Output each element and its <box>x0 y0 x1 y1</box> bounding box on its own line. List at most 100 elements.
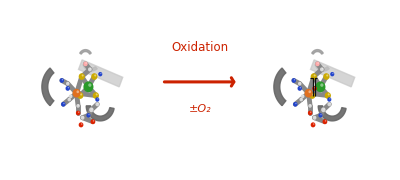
Circle shape <box>329 103 330 104</box>
Circle shape <box>86 113 90 118</box>
Circle shape <box>93 120 94 122</box>
Circle shape <box>97 103 98 104</box>
Circle shape <box>322 68 323 69</box>
Circle shape <box>317 62 319 64</box>
Circle shape <box>68 82 69 84</box>
Polygon shape <box>86 106 114 121</box>
Circle shape <box>294 79 295 80</box>
Circle shape <box>323 108 325 110</box>
Circle shape <box>332 73 334 74</box>
Circle shape <box>85 62 87 64</box>
Circle shape <box>314 74 316 76</box>
Circle shape <box>312 86 316 91</box>
Circle shape <box>71 95 72 96</box>
Circle shape <box>300 87 301 88</box>
Circle shape <box>312 93 314 96</box>
Polygon shape <box>274 68 286 106</box>
Circle shape <box>76 104 80 108</box>
Circle shape <box>60 78 64 83</box>
Circle shape <box>66 86 70 91</box>
Text: Oxidation: Oxidation <box>172 41 228 54</box>
Circle shape <box>308 90 311 93</box>
Polygon shape <box>315 64 329 71</box>
Circle shape <box>79 122 84 127</box>
Circle shape <box>312 116 316 120</box>
Circle shape <box>72 89 81 98</box>
Circle shape <box>94 74 96 76</box>
Circle shape <box>95 102 99 106</box>
Circle shape <box>310 111 312 113</box>
Circle shape <box>68 87 69 88</box>
Circle shape <box>84 81 94 92</box>
Circle shape <box>292 78 296 83</box>
Circle shape <box>88 114 90 115</box>
Circle shape <box>330 72 334 76</box>
Circle shape <box>82 116 84 118</box>
Circle shape <box>308 111 312 115</box>
Circle shape <box>79 73 85 80</box>
Polygon shape <box>80 50 91 54</box>
Circle shape <box>68 98 71 101</box>
Circle shape <box>66 82 70 85</box>
Circle shape <box>90 119 95 124</box>
Circle shape <box>298 82 302 85</box>
Circle shape <box>318 113 322 118</box>
Circle shape <box>320 67 324 71</box>
Circle shape <box>62 79 63 80</box>
Circle shape <box>83 62 88 66</box>
Circle shape <box>326 74 328 76</box>
Circle shape <box>322 119 327 124</box>
Circle shape <box>77 92 84 99</box>
Circle shape <box>327 102 331 106</box>
Polygon shape <box>78 60 123 87</box>
Circle shape <box>300 82 301 84</box>
Circle shape <box>304 89 313 98</box>
Circle shape <box>311 73 317 80</box>
Circle shape <box>301 94 304 98</box>
Circle shape <box>69 98 70 100</box>
Circle shape <box>310 105 311 106</box>
Circle shape <box>97 98 98 100</box>
Circle shape <box>78 105 79 106</box>
Circle shape <box>78 111 80 113</box>
Circle shape <box>315 62 320 66</box>
Circle shape <box>82 74 84 76</box>
Circle shape <box>300 98 303 101</box>
Circle shape <box>325 92 331 99</box>
Circle shape <box>316 81 326 92</box>
Circle shape <box>312 86 316 91</box>
Circle shape <box>76 111 80 115</box>
Circle shape <box>63 103 65 104</box>
Circle shape <box>314 116 316 118</box>
Polygon shape <box>83 64 97 71</box>
Polygon shape <box>312 50 323 54</box>
Circle shape <box>314 87 316 88</box>
Circle shape <box>61 102 66 107</box>
Circle shape <box>76 90 79 93</box>
Circle shape <box>80 116 84 120</box>
Circle shape <box>325 120 326 122</box>
Circle shape <box>320 114 322 115</box>
Circle shape <box>323 73 330 80</box>
Circle shape <box>69 94 72 98</box>
Circle shape <box>81 123 82 125</box>
Circle shape <box>98 72 102 76</box>
Circle shape <box>328 93 330 96</box>
Polygon shape <box>42 68 54 106</box>
Circle shape <box>100 73 102 74</box>
Circle shape <box>89 107 94 112</box>
Circle shape <box>96 93 98 96</box>
Circle shape <box>321 107 326 112</box>
Circle shape <box>91 108 93 110</box>
Circle shape <box>314 87 316 88</box>
Circle shape <box>88 67 92 71</box>
Circle shape <box>301 98 302 100</box>
Text: ±O₂: ±O₂ <box>189 104 211 114</box>
Circle shape <box>308 104 312 108</box>
Circle shape <box>93 92 99 99</box>
Circle shape <box>95 97 99 102</box>
Circle shape <box>298 86 302 91</box>
Circle shape <box>309 92 316 99</box>
Circle shape <box>295 103 297 104</box>
Circle shape <box>293 102 298 107</box>
